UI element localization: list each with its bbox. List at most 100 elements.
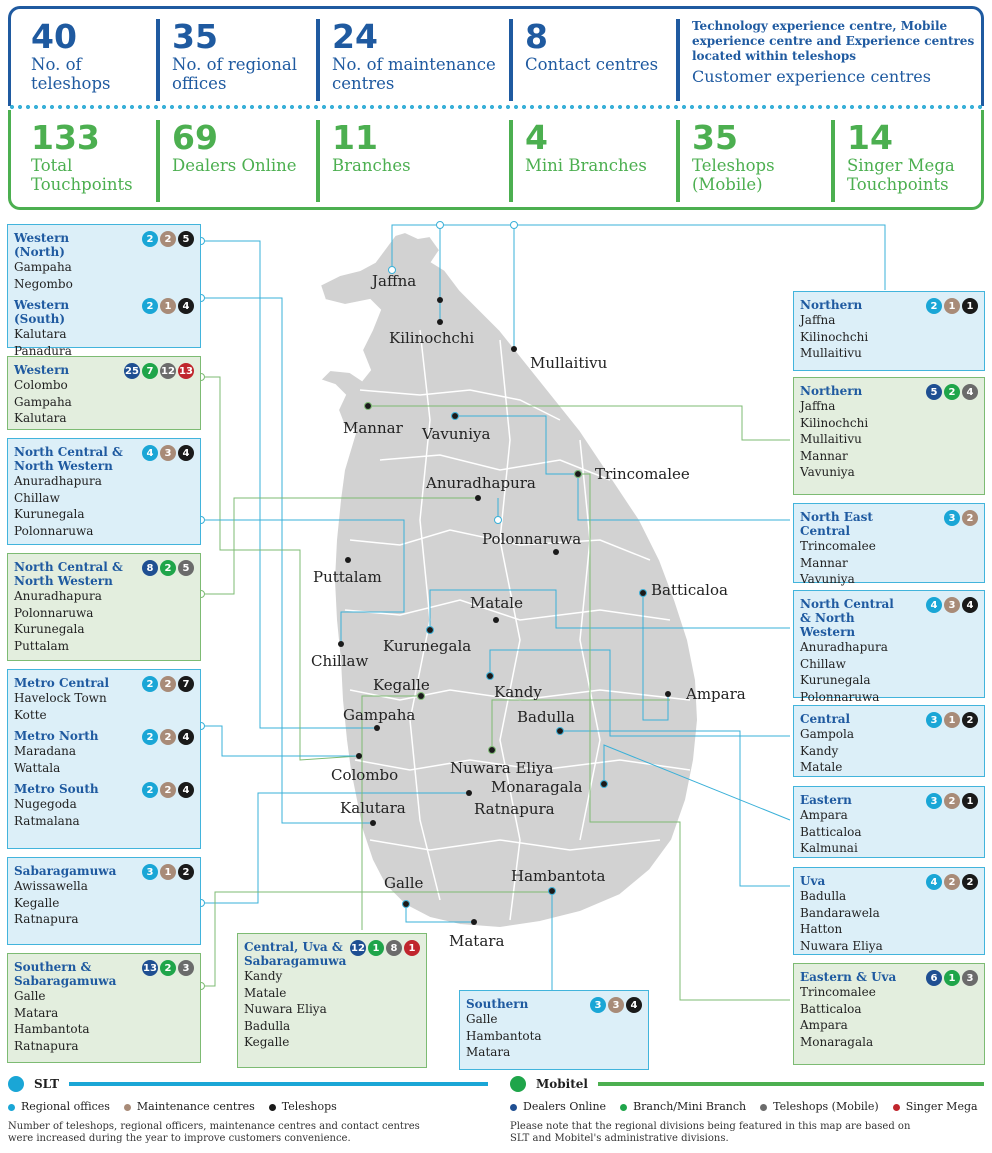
region-location: Mullaitivu <box>800 346 862 360</box>
city-marker <box>549 888 555 894</box>
region-location: Kalmunai <box>800 841 858 855</box>
count-badge: 2 <box>944 874 960 890</box>
region-location: Ratnapura <box>14 912 79 926</box>
region-location: Chillaw <box>14 490 60 505</box>
connector-line <box>201 497 478 595</box>
slt-stat-description: Technology experience centre, Mobile exp… <box>692 19 975 63</box>
region-title: Southern <box>466 997 529 1011</box>
connector-line <box>560 730 790 887</box>
city-marker <box>553 549 559 555</box>
region-title: Southern & Sabaragamuwa <box>14 960 117 988</box>
mobitel-stat-label: Singer Mega Touchpoints <box>847 156 955 194</box>
count-badge: 3 <box>590 997 606 1013</box>
count-badge: 3 <box>962 970 978 986</box>
city-label: Polonnaruwa <box>482 530 581 548</box>
count-badge: 3 <box>142 864 158 880</box>
region-title: Metro Central <box>14 676 110 690</box>
region-location: Kegalle <box>14 895 60 910</box>
legend-dot <box>620 1103 628 1111</box>
region-title: Uva <box>800 874 826 888</box>
mobitel-stat-value: 69 <box>172 118 218 157</box>
legend-dot <box>510 1103 517 1111</box>
slt-legend: SLT Regional offices Maintenance centres T… <box>8 1076 488 1145</box>
region-location: Awissawella <box>14 879 88 893</box>
slt-stat-value: 35 <box>172 17 218 56</box>
city-label: Mullaitivu <box>530 354 608 372</box>
count-badge: 4 <box>178 445 194 461</box>
mobitel-stat-2: 11 Branches <box>316 120 506 202</box>
city-marker <box>452 413 458 419</box>
region-location: Jaffna <box>800 313 836 327</box>
city-marker <box>345 557 351 563</box>
region-section: Sabaragamuwa 3 1 2 Awissawella Kegalle Ratnapu… <box>14 864 194 928</box>
city-label: Gampaha <box>343 706 415 724</box>
city-label: Nuwara Eliya <box>450 759 553 777</box>
city-label: Kurunegala <box>383 637 471 655</box>
region-location: Vavuniya <box>800 572 855 586</box>
count-badge: 5 <box>178 231 194 247</box>
region-section: Eastern & Uva 6 1 3 Trincomalee Batticaloa Amp… <box>800 970 978 1050</box>
count-badge: 3 <box>160 445 176 461</box>
legend-item: Teleshops (Mobile) <box>760 1100 879 1113</box>
connector-line <box>405 904 474 923</box>
city-label: Trincomalee <box>595 465 690 483</box>
region-location: Kandy <box>800 743 839 758</box>
count-badge: 1 <box>944 970 960 986</box>
count-badge: 2 <box>142 782 158 798</box>
right-region-box: Eastern 3 2 1 Ampara Batticaloa Kalmunai <box>793 786 985 858</box>
city-marker <box>374 725 380 731</box>
region-location: Maradana <box>14 744 77 758</box>
connector-line <box>201 519 405 644</box>
count-badge: 2 <box>926 298 942 314</box>
count-badge: 4 <box>142 445 158 461</box>
count-badge: 3 <box>926 793 942 809</box>
count-badge: 4 <box>926 874 942 890</box>
count-badge: 2 <box>160 729 176 745</box>
connector-line <box>391 224 886 290</box>
connector-endpoint <box>494 516 502 524</box>
count-badge: 13 <box>142 960 158 976</box>
city-marker <box>475 495 481 501</box>
count-badge: 2 <box>142 676 158 692</box>
region-location: Polonnaruwa <box>14 605 94 620</box>
count-badge: 4 <box>178 298 194 314</box>
region-location: Kalutara <box>14 327 67 341</box>
mobitel-stat-label: Dealers Online <box>172 156 297 175</box>
region-location: Jaffna <box>800 399 836 413</box>
city-label: Ratnapura <box>474 800 555 818</box>
count-badge: 1 <box>160 864 176 880</box>
city-marker <box>665 691 671 697</box>
count-badge: 13 <box>178 363 194 379</box>
city-marker <box>418 693 424 699</box>
region-location: Bandarawela <box>800 905 880 920</box>
region-section: North Central & North Western 4 3 4 Anuradha… <box>800 597 978 705</box>
mobitel-legend-rule <box>597 1082 984 1086</box>
region-section: Eastern 3 2 1 Ampara Batticaloa Kalmunai <box>800 793 978 857</box>
city-label: Batticaloa <box>651 581 728 599</box>
mobitel-stat-0: 133 Total Touchpoints <box>19 120 154 202</box>
count-badge: 4 <box>962 597 978 613</box>
region-section: North East Central 3 2 Trincomalee Mannar Vav… <box>800 510 978 588</box>
region-title: Sabaragamuwa <box>14 864 117 878</box>
legend-item: Teleshops <box>268 1100 337 1113</box>
region-location: Anuradhapura <box>800 640 888 654</box>
mobitel-legend-title: Mobitel <box>536 1077 588 1091</box>
count-badge: 3 <box>944 510 960 526</box>
count-badge: 7 <box>178 676 194 692</box>
region-location: Kurunegala <box>800 673 871 687</box>
city-marker <box>365 403 371 409</box>
region-location: Matale <box>800 760 843 774</box>
city-marker <box>471 919 477 925</box>
count-badges: 25 7 12 13 <box>124 363 194 379</box>
region-location: Badulla <box>800 889 847 903</box>
city-marker <box>511 346 517 352</box>
region-location: Anuradhapura <box>14 474 102 488</box>
connector-line <box>201 297 373 824</box>
